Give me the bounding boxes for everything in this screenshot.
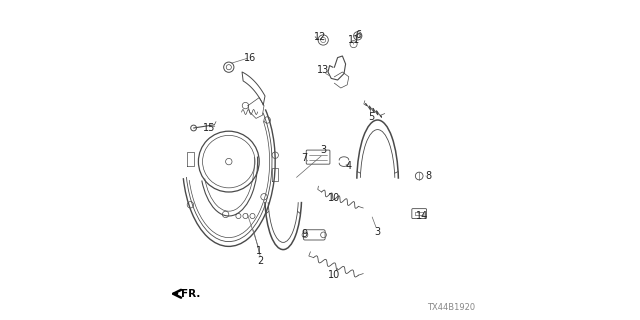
Text: 4: 4 bbox=[346, 161, 352, 172]
Text: 9: 9 bbox=[301, 228, 307, 239]
Text: 16: 16 bbox=[243, 52, 256, 63]
Text: FR.: FR. bbox=[182, 289, 201, 299]
Text: 7: 7 bbox=[301, 153, 307, 164]
Text: 15: 15 bbox=[204, 123, 216, 133]
Text: 13: 13 bbox=[317, 65, 330, 76]
Text: 1: 1 bbox=[256, 246, 262, 256]
Text: 10: 10 bbox=[328, 193, 340, 204]
Text: 10: 10 bbox=[328, 270, 340, 280]
Text: TX44B1920: TX44B1920 bbox=[427, 303, 475, 312]
Text: 11: 11 bbox=[348, 35, 360, 45]
Text: 6: 6 bbox=[355, 30, 362, 40]
Text: 12: 12 bbox=[314, 32, 326, 42]
Text: 5: 5 bbox=[368, 112, 374, 122]
Text: 3: 3 bbox=[320, 145, 326, 156]
Text: 3: 3 bbox=[374, 227, 381, 237]
Text: 14: 14 bbox=[416, 211, 429, 221]
Text: 8: 8 bbox=[426, 171, 432, 181]
Text: 2: 2 bbox=[258, 256, 264, 266]
